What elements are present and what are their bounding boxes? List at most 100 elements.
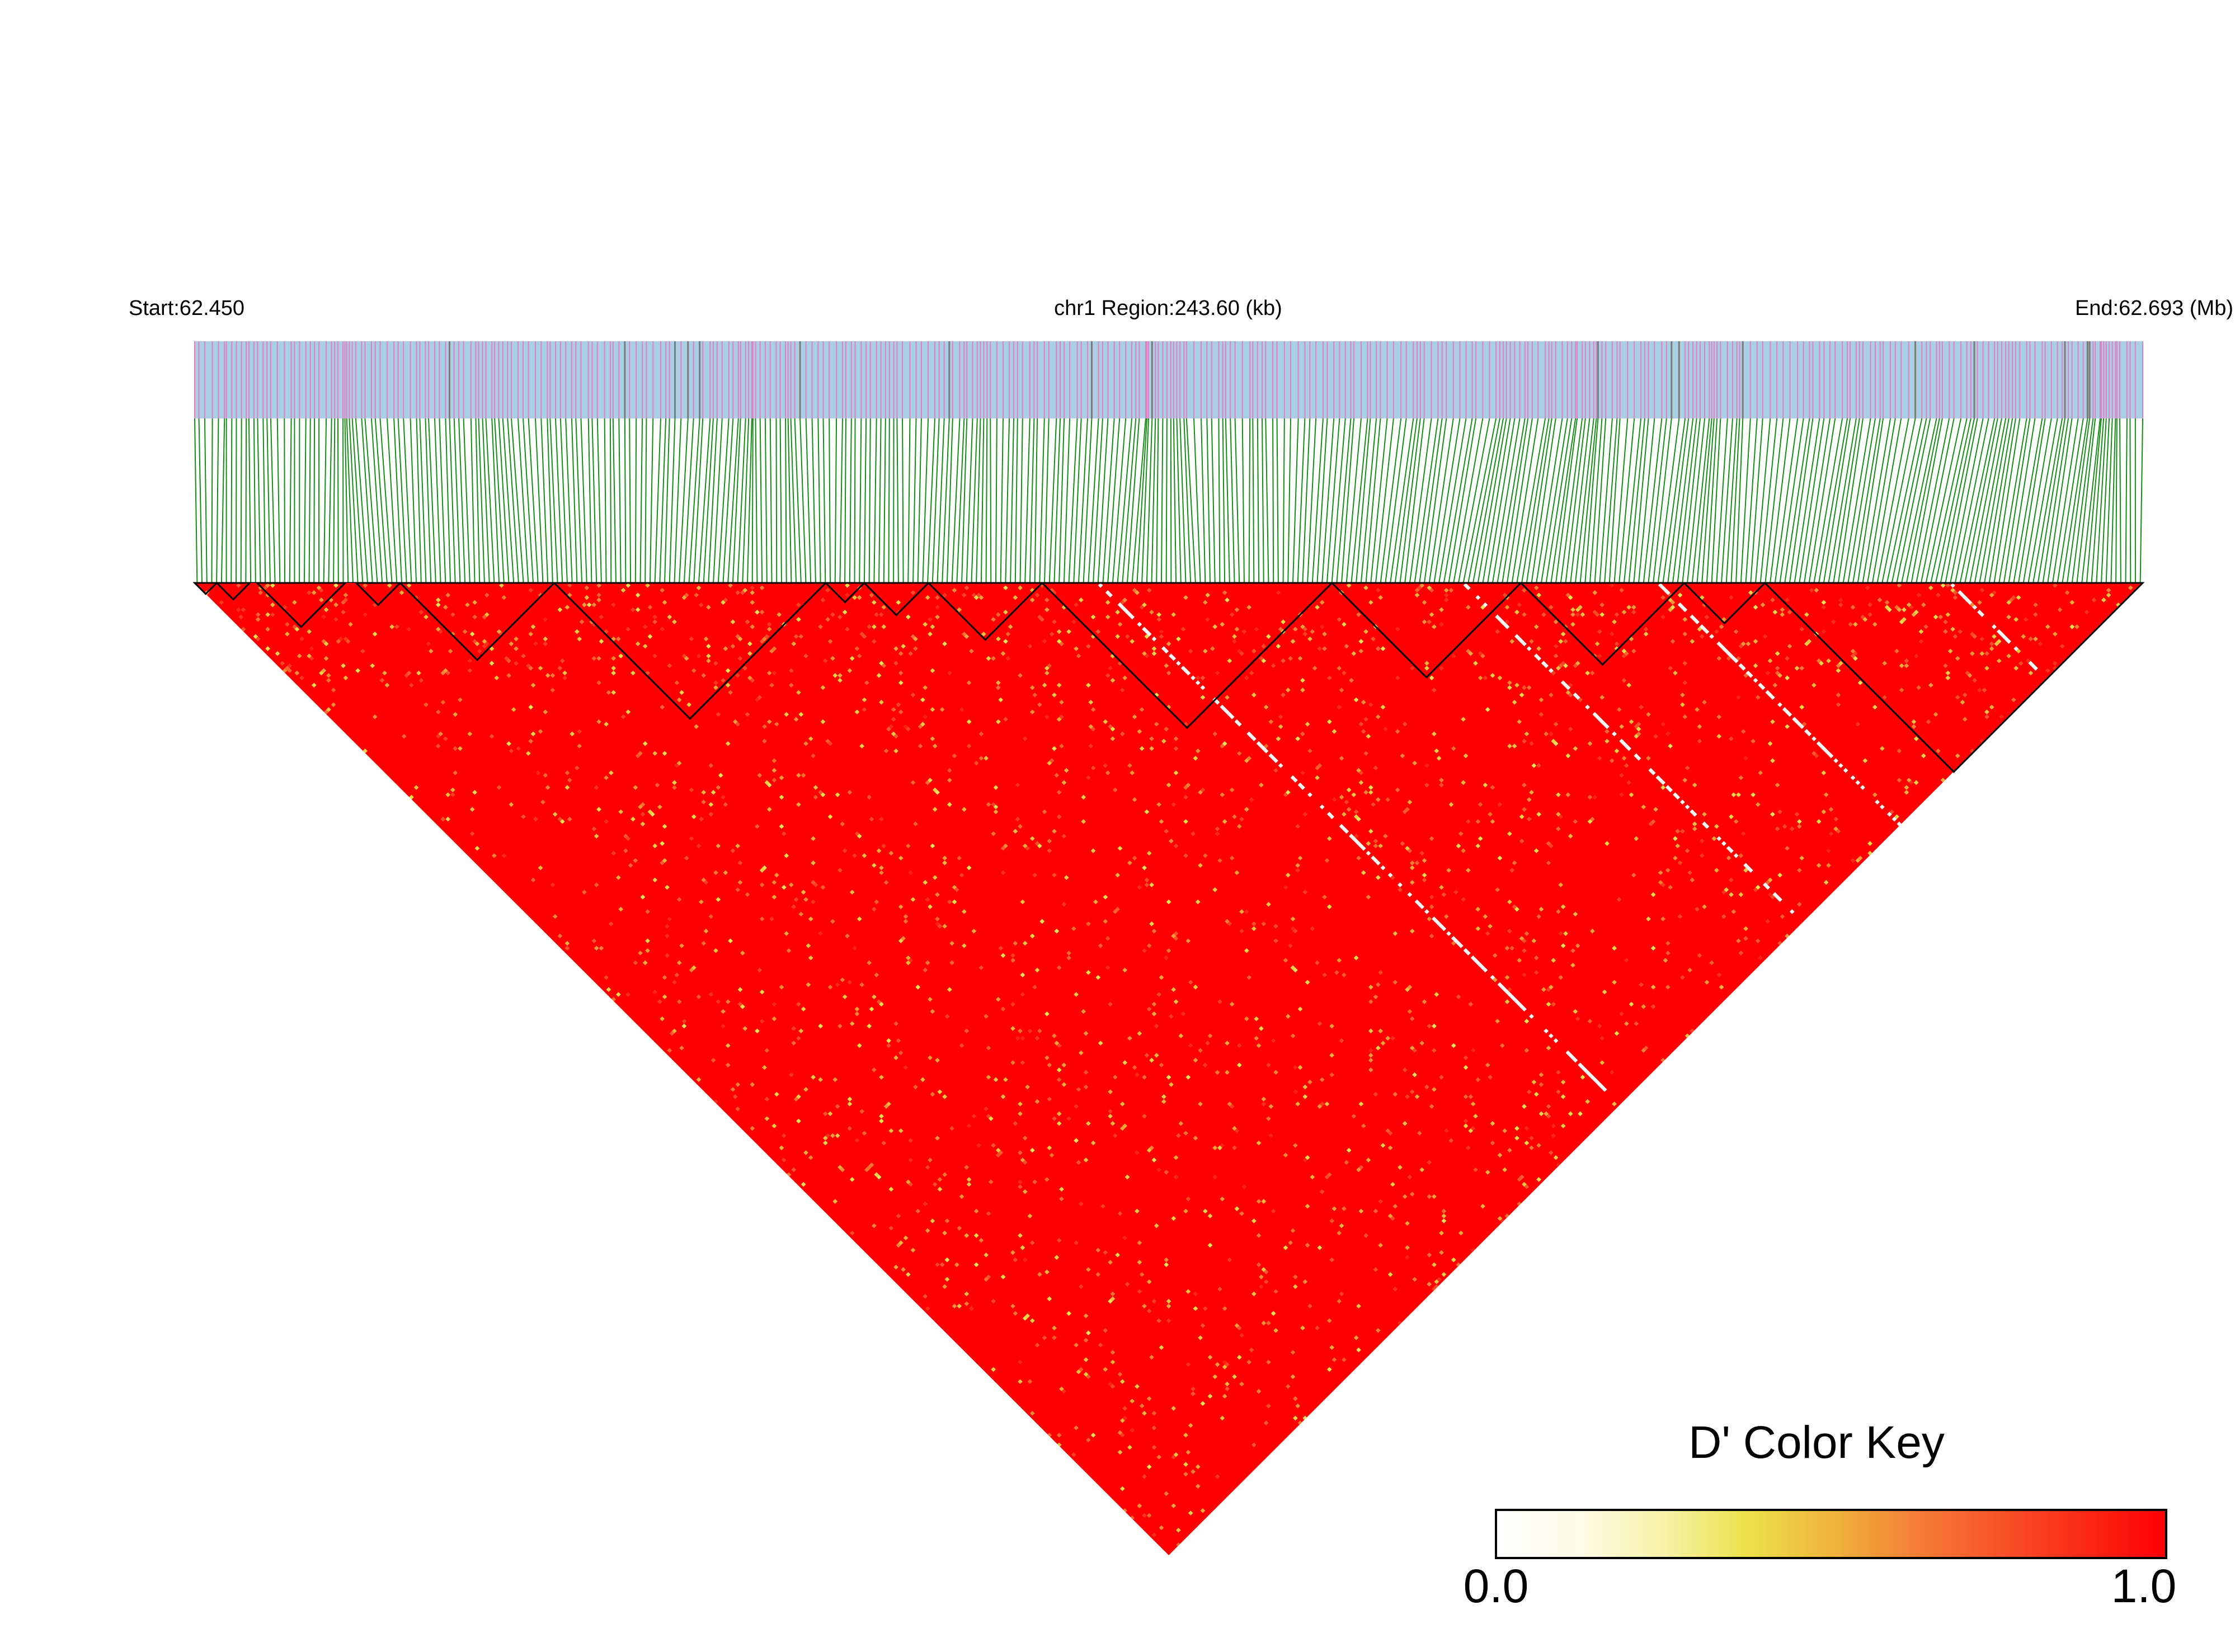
ld-cell-low-dprime: [672, 780, 677, 785]
ld-cell-low-dprime: [935, 595, 940, 600]
snp-connector-line: [1988, 418, 2016, 583]
ld-cell-low-dprime: [285, 632, 290, 637]
ld-cell-low-dprime: [1202, 1306, 1208, 1311]
ld-cell-low-dprime: [667, 1048, 672, 1053]
ld-cell-low-dprime: [318, 670, 324, 676]
ld-cell-low-dprime: [538, 665, 543, 671]
ld-cell-low-dprime: [925, 1228, 930, 1234]
ld-cell-low-dprime: [1142, 1410, 1147, 1416]
snp-connector-line: [547, 418, 553, 583]
ld-cell-low-dprime: [1947, 648, 1953, 654]
ld-cell-low-dprime: [935, 605, 940, 610]
ld-cell-low-dprime: [942, 855, 947, 861]
ld-cell-low-dprime: [1597, 1023, 1602, 1029]
snp-connector-line: [1497, 418, 1526, 583]
ld-cell-low-dprime: [1794, 665, 1800, 671]
ld-cell-low-dprime: [1558, 814, 1564, 820]
ld-cell-low-dprime: [862, 707, 867, 712]
ld-cell-low-dprime: [952, 899, 957, 905]
ld-cell-low-dprime: [594, 945, 599, 951]
ld-cell-low-dprime: [886, 1043, 891, 1048]
ld-cell-low-dprime: [1295, 1102, 1301, 1107]
ld-cell-low-dprime: [1918, 639, 1924, 644]
ld-cell-low-dprime: [307, 629, 312, 634]
ld-cell-white: [1787, 712, 1792, 717]
ld-cell-low-dprime: [1156, 612, 1161, 617]
snp-connector-line: [1852, 418, 1881, 583]
ld-cell-low-dprime: [893, 646, 898, 651]
ld-cell-low-dprime: [2026, 658, 2031, 663]
ld-cell-low-dprime: [1027, 1213, 1033, 1219]
ld-cell-low-dprime: [1310, 1174, 1315, 1180]
ld-cell-low-dprime: [842, 994, 848, 1000]
ld-cell-low-dprime: [1044, 1011, 1050, 1016]
ld-cell-low-dprime: [1142, 948, 1147, 953]
ld-cell-low-dprime: [869, 592, 874, 598]
snp-connector-line: [419, 418, 427, 583]
ld-cell-low-dprime: [771, 768, 777, 773]
ld-cell-low-dprime: [635, 592, 641, 598]
ld-cell-low-dprime: [1605, 841, 1610, 846]
ld-cell-low-dprime: [1268, 719, 1274, 724]
ld-cell-low-dprime: [1220, 792, 1225, 798]
ld-cell-low-dprime: [759, 1019, 765, 1024]
ld-cell-low-dprime: [755, 1028, 760, 1034]
snp-connector-line: [1502, 418, 1529, 583]
snp-connector-line: [927, 418, 936, 583]
snp-connector-line: [1779, 418, 1804, 583]
ld-cell-low-dprime: [811, 899, 816, 905]
ld-cell-low-dprime: [1205, 592, 1210, 598]
ld-cell-low-dprime: [1246, 975, 1251, 980]
ld-cell-low-dprime: [1726, 855, 1731, 861]
ld-cell-low-dprime: [1018, 1028, 1023, 1034]
ld-cell-low-dprime: [1171, 1406, 1177, 1411]
ld-cell-low-dprime: [1585, 670, 1590, 676]
ld-cell-low-dprime: [1132, 855, 1137, 861]
ld-cell-low-dprime: [886, 726, 891, 732]
ld-cell-low-dprime: [1390, 1036, 1395, 1041]
snp-connector-line: [1331, 418, 1346, 583]
ld-cell-low-dprime: [1135, 1072, 1140, 1077]
ld-cell-white: [1446, 931, 1451, 936]
ld-cell-low-dprime: [1034, 967, 1040, 973]
ld-cell-low-dprime: [698, 899, 704, 905]
ld-cell-low-dprime: [2016, 595, 2021, 600]
ld-cell-low-dprime: [1740, 641, 1746, 647]
ld-cell-low-dprime: [781, 1133, 787, 1138]
ld-cell-low-dprime: [1412, 1277, 1417, 1282]
ld-cell-low-dprime: [1342, 972, 1347, 978]
ld-cell-low-dprime: [1137, 1240, 1142, 1245]
ld-cell-low-dprime: [1207, 1354, 1213, 1360]
snp-connector-line: [1000, 418, 1004, 583]
ld-cell-low-dprime: [928, 616, 933, 622]
snp-connector-line: [511, 418, 524, 583]
ld-cell-low-dprime: [1526, 816, 1532, 822]
ld-cell-low-dprime: [1071, 926, 1076, 931]
ld-cell-low-dprime: [762, 1065, 767, 1070]
ld-cell-white: [1729, 848, 1734, 854]
ld-cell-low-dprime: [883, 748, 889, 754]
ld-cell-low-dprime: [469, 831, 475, 836]
ld-cell-low-dprime: [1042, 1335, 1047, 1340]
snp-connector-line: [1964, 418, 1998, 583]
snp-connector-line: [971, 418, 978, 583]
snp-connector-line: [1643, 418, 1663, 583]
ld-cell-low-dprime: [862, 1131, 867, 1136]
ld-cell-low-dprime: [932, 875, 938, 881]
ld-cell-low-dprime: [923, 1201, 928, 1207]
ld-cell-low-dprime: [1142, 1113, 1147, 1119]
ld-cell-low-dprime: [482, 639, 487, 644]
ld-cell-low-dprime: [888, 724, 894, 729]
ld-cell-low-dprime: [1538, 1111, 1544, 1117]
ld-cell-low-dprime: [1161, 1094, 1166, 1099]
snp-connector-line: [1891, 418, 1927, 583]
ld-cell-low-dprime: [1212, 887, 1218, 892]
ld-cell-low-dprime: [1022, 1189, 1028, 1194]
ld-cell-low-dprime: [725, 668, 731, 674]
ld-block-outline: [1040, 582, 1334, 729]
ld-cell-white: [1470, 955, 1476, 961]
ld-cell-low-dprime: [1629, 1001, 1634, 1007]
ld-cell-low-dprime: [925, 960, 930, 966]
ld-cell-low-dprime: [1485, 1169, 1490, 1175]
snp-connector-line: [1404, 418, 1425, 583]
